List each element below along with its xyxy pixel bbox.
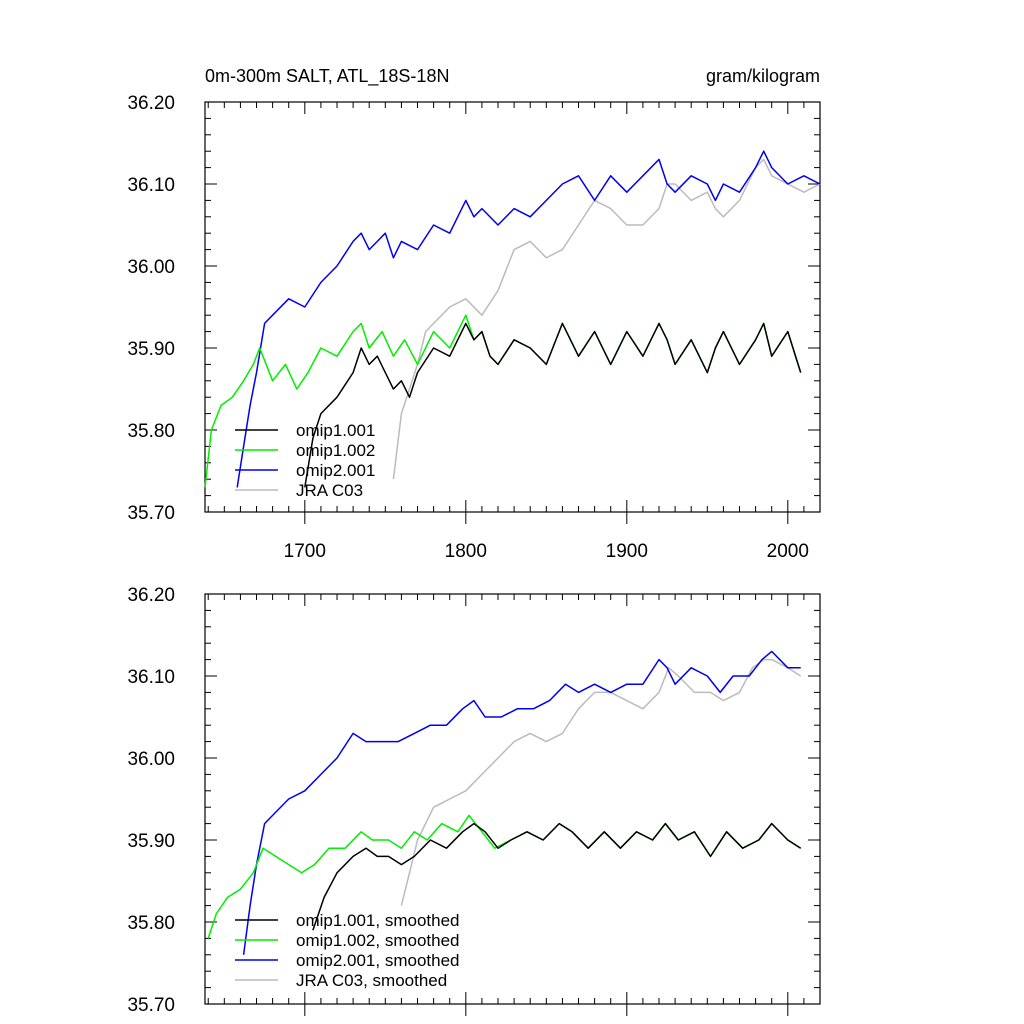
y-tick-label: 36.10 [127,667,175,688]
y-tick-label: 35.90 [127,339,175,360]
top-x-tick-labels: 1700 1800 1900 2000 [284,541,809,562]
series-line-omip1-002 [204,314,802,488]
y-tick-label: 36.00 [127,257,175,278]
legend-label: omip2.001, smoothed [296,951,460,970]
top-chart-units: gram/kilogram [706,66,820,86]
x-tick-label: 1700 [284,541,326,562]
top-panel: 0m-300m SALT, ATL_18S-18N gram/kilogram … [127,66,821,562]
top-y-tick-labels: 35.70 35.80 35.90 36.00 36.10 36.20 [127,93,175,524]
x-tick-label: 1800 [445,541,487,562]
legend-label: omip1.002 [296,441,375,460]
top-ticks [205,101,821,524]
series-line-omip1-001-smoothed [312,822,802,931]
bottom-panel: 35.70 35.80 35.90 36.00 36.10 36.20 omip1.001… [127,585,821,1016]
series-line-jra-c03 [392,158,821,480]
series-line-omip2-001-smoothed [242,650,801,955]
legend-label: JRA C03 [296,481,363,500]
y-tick-label: 35.70 [127,503,175,524]
bottom-plot-frame [204,593,821,1005]
series-line-omip1-001 [304,322,802,488]
bottom-y-tick-labels: 35.70 35.80 35.90 36.00 36.10 36.20 [127,585,175,1016]
legend-label: omip1.002, smoothed [296,931,460,950]
y-tick-label: 36.20 [127,93,175,114]
top-plot-frame [204,101,821,513]
top-chart-title: 0m-300m SALT, ATL_18S-18N [205,66,449,87]
x-tick-label: 1900 [606,541,648,562]
y-tick-label: 36.20 [127,585,175,606]
series-line-jra-c03-smoothed [400,658,802,906]
legend-label: JRA C03, smoothed [296,971,447,990]
x-tick-label: 2000 [767,541,809,562]
legend-label: omip1.001, smoothed [296,911,460,930]
y-tick-label: 35.80 [127,421,175,442]
y-tick-label: 35.80 [127,913,175,934]
y-tick-label: 36.10 [127,175,175,196]
y-tick-label: 35.70 [127,995,175,1016]
bottom-ticks [205,593,821,1016]
bottom-series-lines [207,650,802,955]
y-tick-label: 35.90 [127,831,175,852]
legend-label: omip1.001 [296,421,375,440]
legend-label: omip2.001 [296,461,375,480]
series-line-omip2-001 [236,150,821,488]
y-tick-label: 36.00 [127,749,175,770]
top-series-lines [204,150,821,488]
